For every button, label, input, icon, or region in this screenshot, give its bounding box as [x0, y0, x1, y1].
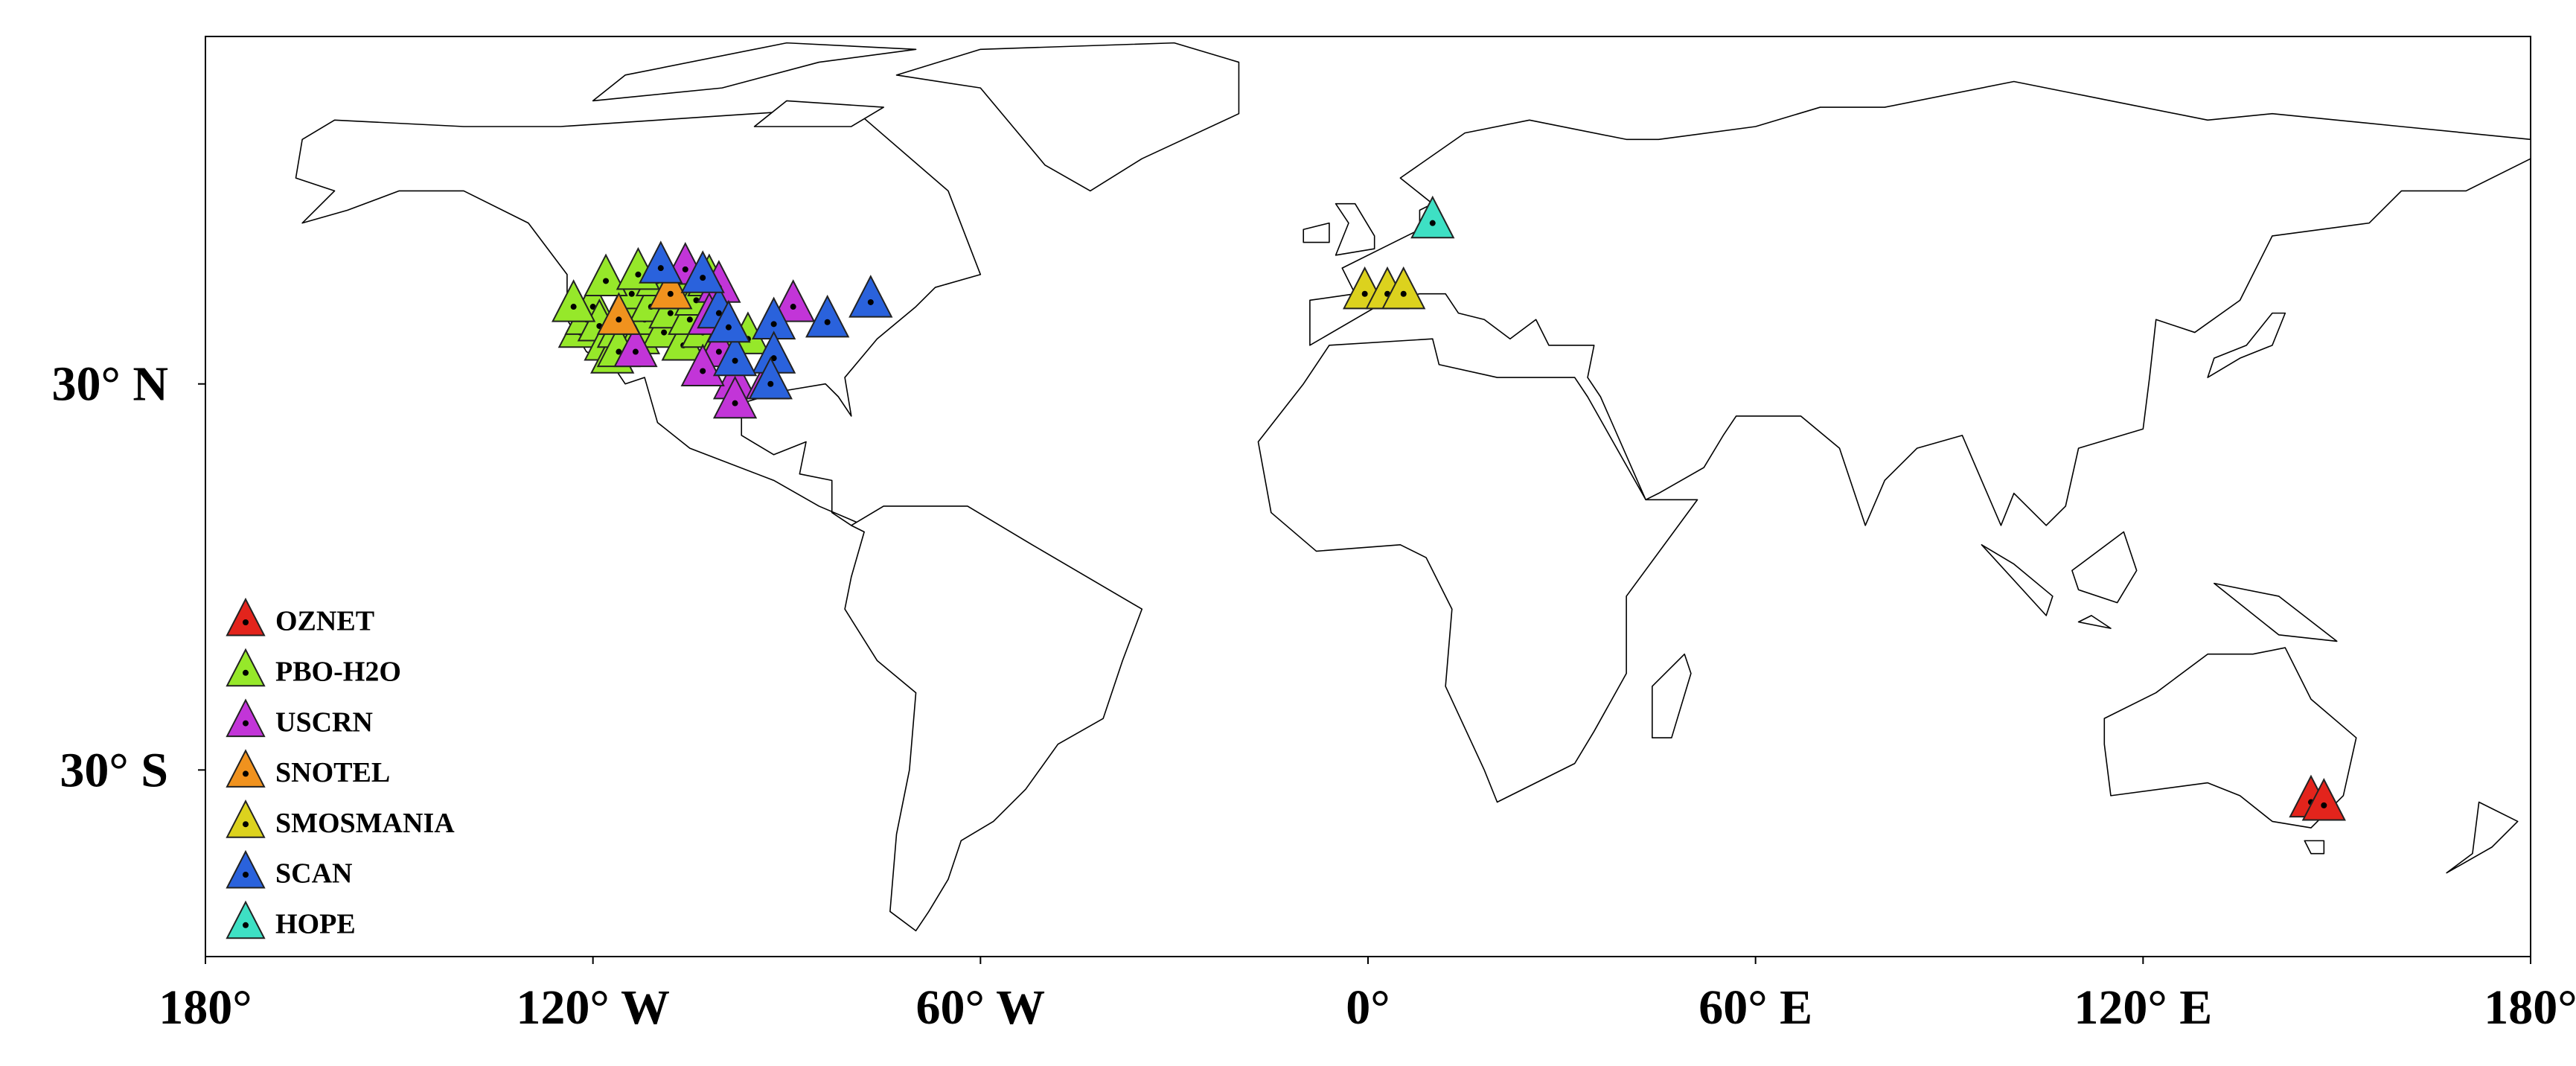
station-dot — [661, 329, 668, 336]
station-dot — [824, 319, 831, 325]
station-dot — [1400, 290, 1407, 297]
legend-marker — [226, 900, 266, 939]
legend-dot — [243, 619, 249, 625]
x-tick-label: 120° E — [2074, 980, 2212, 1035]
station-dot — [770, 321, 777, 328]
station-dot — [657, 265, 664, 272]
station-dot — [2321, 802, 2327, 808]
x-tick-label: 180° — [159, 980, 252, 1035]
legend-marker — [226, 597, 266, 636]
station-dot — [790, 304, 796, 310]
station-dot — [700, 368, 706, 374]
station-dot — [616, 316, 622, 323]
legend-label: PBO-H2O — [275, 657, 401, 688]
legend-dot — [243, 821, 249, 828]
station-dot — [667, 290, 674, 297]
station-dot — [632, 348, 639, 355]
x-tick-label: 60° E — [1698, 980, 1812, 1035]
station-dot — [603, 278, 610, 284]
station-marker — [584, 253, 628, 297]
x-tick-label: 0° — [1346, 980, 1390, 1035]
station-marker — [748, 356, 793, 400]
station-dot — [767, 380, 774, 387]
station-dot — [715, 310, 722, 316]
legend-marker — [226, 849, 266, 889]
station-dot — [732, 357, 738, 364]
station-marker — [648, 266, 693, 310]
station-marker — [805, 294, 850, 338]
legend-label: OZNET — [275, 606, 374, 637]
legend-dot — [243, 669, 249, 676]
station-marker — [706, 299, 751, 343]
station-dot — [1429, 220, 1436, 226]
station-dot — [1361, 290, 1368, 297]
y-tick-label: 30° S — [60, 743, 168, 797]
legend-dot — [243, 720, 249, 727]
station-marker — [551, 279, 596, 322]
legend-marker — [226, 648, 266, 687]
legend-dot — [243, 922, 249, 928]
station-dot — [686, 316, 693, 323]
station-dot — [570, 304, 577, 310]
legend-label: SNOTEL — [275, 757, 390, 788]
legend-label: USCRN — [275, 706, 373, 738]
y-tick-label: 30° N — [51, 357, 168, 412]
station-dot — [715, 348, 722, 355]
station-marker — [613, 324, 658, 368]
x-tick-label: 60° W — [915, 980, 1045, 1035]
station-marker — [2301, 777, 2346, 821]
station-marker — [1381, 266, 1426, 310]
station-marker — [771, 279, 816, 322]
station-marker — [680, 250, 725, 293]
legend-marker — [226, 698, 266, 738]
x-tick-label: 120° W — [516, 980, 670, 1035]
station-dot — [700, 275, 706, 281]
legend-label: SMOSMANIA — [275, 808, 455, 839]
station-dot — [682, 266, 688, 272]
station-dot — [732, 400, 738, 406]
station-marker — [712, 375, 758, 419]
station-dot — [635, 271, 642, 278]
legend-label: HOPE — [275, 909, 356, 940]
station-dot — [628, 290, 635, 297]
legend-marker — [226, 749, 266, 788]
legend-label: SCAN — [275, 858, 352, 890]
station-marker — [1410, 195, 1455, 239]
legend-dot — [243, 872, 249, 878]
station-dot — [616, 348, 622, 355]
x-tick-label: 180° — [2484, 980, 2576, 1035]
station-marker — [848, 275, 893, 318]
station-dot — [770, 355, 777, 362]
station-marker — [596, 292, 642, 335]
station-dot — [867, 299, 874, 305]
station-marker — [639, 240, 683, 284]
station-marker — [680, 343, 725, 387]
station-marker — [712, 333, 758, 377]
station-dot — [667, 310, 674, 316]
legend-marker — [226, 800, 266, 838]
station-dot — [725, 324, 732, 331]
legend-dot — [243, 770, 249, 777]
